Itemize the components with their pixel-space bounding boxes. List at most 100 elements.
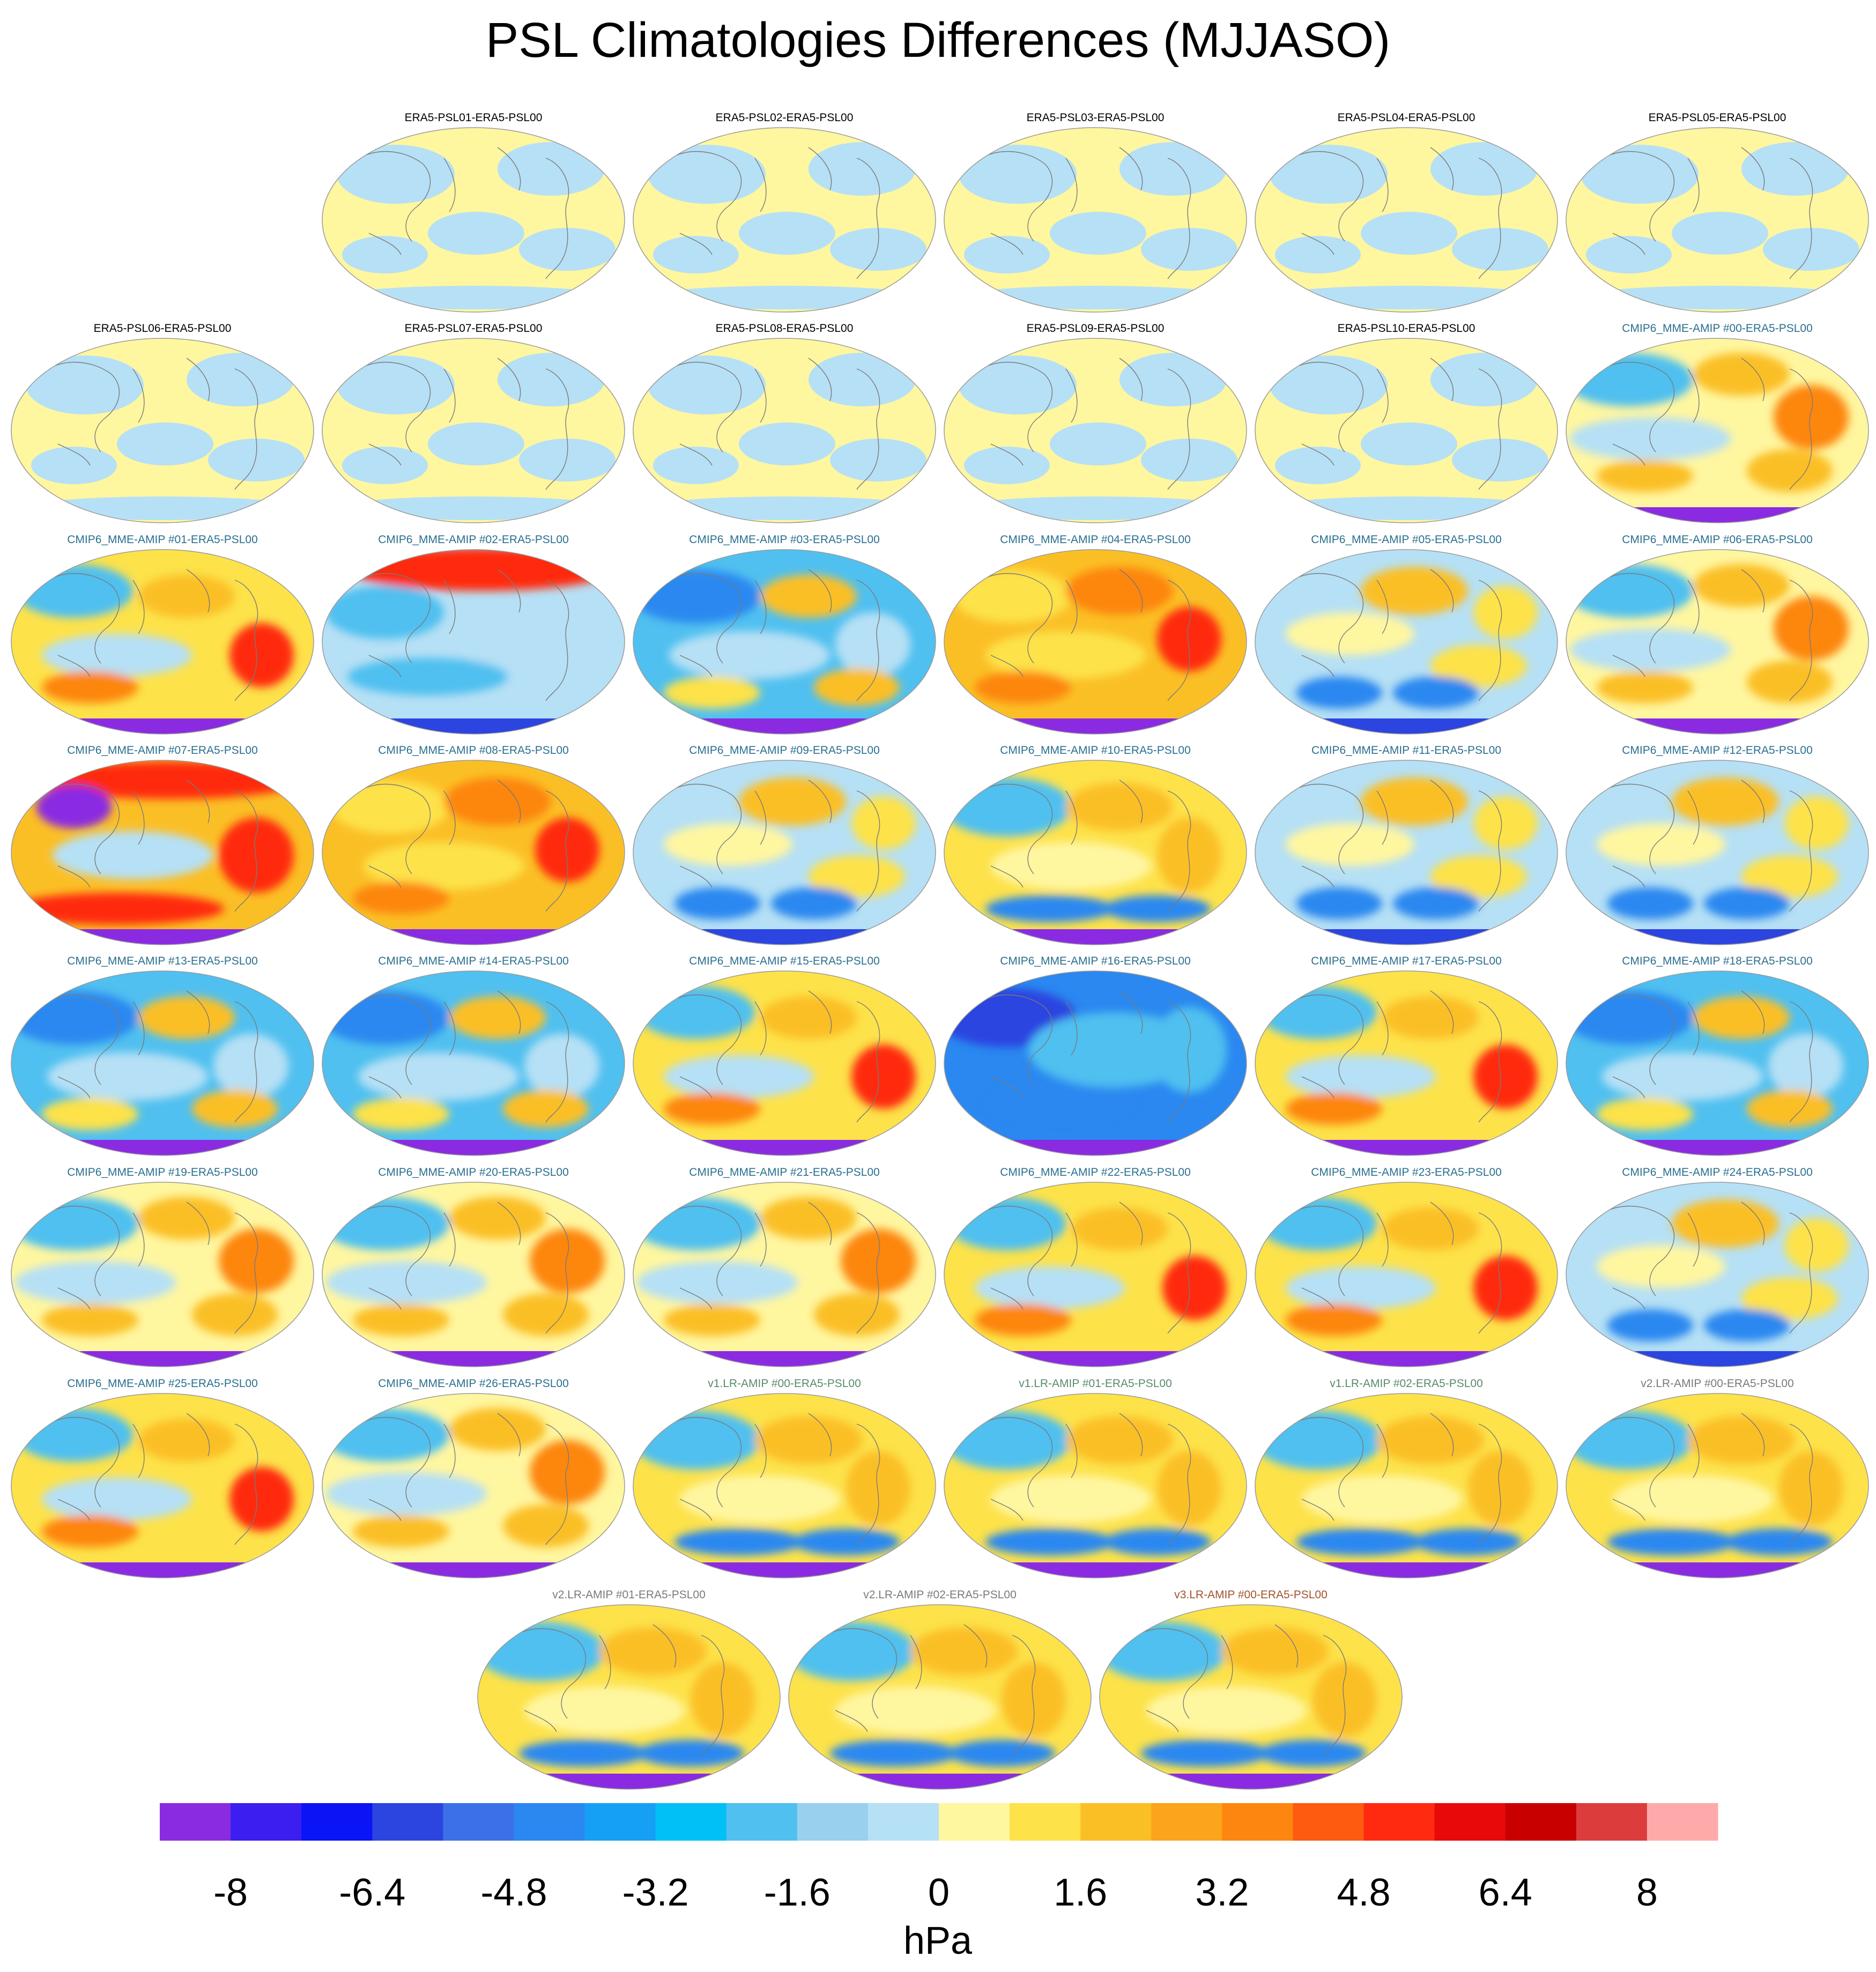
panel-title: CMIP6_MME-AMIP #20-ERA5-PSL00 <box>378 1166 569 1178</box>
colorbar-swatch <box>372 1803 443 1841</box>
colorbar-swatch <box>231 1803 302 1841</box>
world-map <box>1255 760 1558 945</box>
colorbar-swatch <box>1010 1803 1081 1841</box>
colorbar-tick-label: -8 <box>213 1871 248 1914</box>
world-map <box>633 970 936 1156</box>
world-map <box>633 549 936 735</box>
world-map <box>1566 760 1869 945</box>
world-map <box>1566 1182 1869 1367</box>
colorbar-swatch <box>867 1803 939 1841</box>
map-panel: v2.LR-AMIP #02-ERA5-PSL00 <box>787 1587 1093 1791</box>
colorbar-tick-label: 6.4 <box>1478 1871 1532 1914</box>
colorbar-tick-label: 1.6 <box>1054 1871 1108 1914</box>
map-panel: CMIP6_MME-AMIP #25-ERA5-PSL00 <box>10 1376 315 1580</box>
map-panel: CMIP6_MME-AMIP #07-ERA5-PSL00 <box>10 743 315 946</box>
world-map <box>11 970 314 1156</box>
map-panel: CMIP6_MME-AMIP #23-ERA5-PSL00 <box>1254 1165 1559 1368</box>
world-map <box>944 549 1247 735</box>
map-panel: CMIP6_MME-AMIP #08-ERA5-PSL00 <box>321 743 626 946</box>
figure-title: PSL Climatologies Differences (MJJASO) <box>485 13 1391 68</box>
panel-title: CMIP6_MME-AMIP #22-ERA5-PSL00 <box>1000 1166 1191 1178</box>
panel-title: CMIP6_MME-AMIP #07-ERA5-PSL00 <box>67 744 258 757</box>
panel-title: CMIP6_MME-AMIP #18-ERA5-PSL00 <box>1622 955 1813 967</box>
colorbar-swatch <box>1576 1803 1648 1841</box>
colorbar-swatch <box>443 1803 514 1841</box>
panel-title: ERA5-PSL09-ERA5-PSL00 <box>1026 322 1165 335</box>
colorbar-swatch <box>1363 1803 1435 1841</box>
world-map <box>944 760 1247 945</box>
colorbar-swatch <box>1080 1803 1152 1841</box>
map-panel: v1.LR-AMIP #01-ERA5-PSL00 <box>943 1376 1248 1580</box>
world-map <box>1099 1604 1403 1790</box>
world-map <box>633 1182 936 1367</box>
map-panel: ERA5-PSL07-ERA5-PSL00 <box>321 321 626 524</box>
map-panel: CMIP6_MME-AMIP #17-ERA5-PSL00 <box>1254 953 1559 1157</box>
colorbar-swatch <box>1434 1803 1506 1841</box>
panel-title: CMIP6_MME-AMIP #13-ERA5-PSL00 <box>67 955 258 967</box>
world-map <box>1566 549 1869 735</box>
map-panel: v1.LR-AMIP #00-ERA5-PSL00 <box>632 1376 937 1580</box>
world-map <box>11 1393 314 1578</box>
map-panel: v2.LR-AMIP #00-ERA5-PSL00 <box>1564 1376 1870 1580</box>
colorbar-tick-label: 3.2 <box>1195 1871 1249 1914</box>
map-panel: v1.LR-AMIP #02-ERA5-PSL00 <box>1254 1376 1559 1580</box>
world-map <box>322 549 625 735</box>
colorbar-swatch <box>301 1803 373 1841</box>
map-panel: CMIP6_MME-AMIP #19-ERA5-PSL00 <box>10 1165 315 1368</box>
map-panel: CMIP6_MME-AMIP #16-ERA5-PSL00 <box>943 953 1248 1157</box>
panel-title: CMIP6_MME-AMIP #25-ERA5-PSL00 <box>67 1377 258 1390</box>
panel-title: v1.LR-AMIP #02-ERA5-PSL00 <box>1330 1377 1483 1390</box>
map-panel: CMIP6_MME-AMIP #03-ERA5-PSL00 <box>632 532 937 736</box>
world-map <box>788 1604 1092 1790</box>
colorbar-swatch <box>655 1803 727 1841</box>
world-map <box>322 760 625 945</box>
map-panel: CMIP6_MME-AMIP #00-ERA5-PSL00 <box>1564 321 1870 524</box>
world-map <box>633 127 936 313</box>
map-panel: CMIP6_MME-AMIP #13-ERA5-PSL00 <box>10 953 315 1157</box>
map-panel: CMIP6_MME-AMIP #20-ERA5-PSL00 <box>321 1165 626 1368</box>
world-map <box>11 338 314 523</box>
map-panel: CMIP6_MME-AMIP #11-ERA5-PSL00 <box>1254 743 1559 946</box>
panel-title: ERA5-PSL08-ERA5-PSL00 <box>715 322 854 335</box>
panel-title: ERA5-PSL10-ERA5-PSL00 <box>1337 322 1475 335</box>
panel-title: CMIP6_MME-AMIP #19-ERA5-PSL00 <box>67 1166 258 1178</box>
map-panel: ERA5-PSL05-ERA5-PSL00 <box>1564 110 1870 314</box>
panel-title: v2.LR-AMIP #01-ERA5-PSL00 <box>552 1589 706 1601</box>
colorbar-tick-label: -4.8 <box>480 1871 547 1914</box>
colorbar-tick-label: -1.6 <box>763 1871 831 1914</box>
map-panel: CMIP6_MME-AMIP #02-ERA5-PSL00 <box>321 532 626 736</box>
colorbar-swatch <box>726 1803 798 1841</box>
map-panel: CMIP6_MME-AMIP #12-ERA5-PSL00 <box>1564 743 1870 946</box>
panel-title: CMIP6_MME-AMIP #26-ERA5-PSL00 <box>378 1377 569 1390</box>
panel-title: CMIP6_MME-AMIP #09-ERA5-PSL00 <box>689 744 880 757</box>
panel-title: CMIP6_MME-AMIP #04-ERA5-PSL00 <box>1000 533 1191 546</box>
colorbar-swatch <box>939 1803 1010 1841</box>
panel-title: CMIP6_MME-AMIP #00-ERA5-PSL00 <box>1622 322 1813 335</box>
panel-title: CMIP6_MME-AMIP #12-ERA5-PSL00 <box>1622 744 1813 757</box>
world-map <box>633 1393 936 1578</box>
map-panel: CMIP6_MME-AMIP #10-ERA5-PSL00 <box>943 743 1248 946</box>
world-map <box>11 760 314 945</box>
panel-title: CMIP6_MME-AMIP #10-ERA5-PSL00 <box>1000 744 1191 757</box>
panel-title: CMIP6_MME-AMIP #24-ERA5-PSL00 <box>1622 1166 1813 1178</box>
panel-title: CMIP6_MME-AMIP #21-ERA5-PSL00 <box>689 1166 880 1178</box>
panel-title: CMIP6_MME-AMIP #16-ERA5-PSL00 <box>1000 955 1191 967</box>
colorbar-tick-label: -6.4 <box>339 1871 406 1914</box>
panel-title: ERA5-PSL05-ERA5-PSL00 <box>1648 112 1786 124</box>
map-panel: CMIP6_MME-AMIP #06-ERA5-PSL00 <box>1564 532 1870 736</box>
world-map <box>944 970 1247 1156</box>
world-map <box>322 1182 625 1367</box>
panel-title: v1.LR-AMIP #01-ERA5-PSL00 <box>1019 1377 1172 1390</box>
panel-title: v3.LR-AMIP #00-ERA5-PSL00 <box>1174 1589 1328 1601</box>
world-map <box>11 549 314 735</box>
world-map <box>1566 127 1869 313</box>
panel-title: CMIP6_MME-AMIP #15-ERA5-PSL00 <box>689 955 880 967</box>
panel-title: CMIP6_MME-AMIP #23-ERA5-PSL00 <box>1311 1166 1502 1178</box>
map-panel: CMIP6_MME-AMIP #14-ERA5-PSL00 <box>321 953 626 1157</box>
panel-title: ERA5-PSL06-ERA5-PSL00 <box>93 322 232 335</box>
world-map <box>322 127 625 313</box>
world-map <box>1255 1393 1558 1578</box>
world-map <box>322 338 625 523</box>
world-map <box>322 970 625 1156</box>
